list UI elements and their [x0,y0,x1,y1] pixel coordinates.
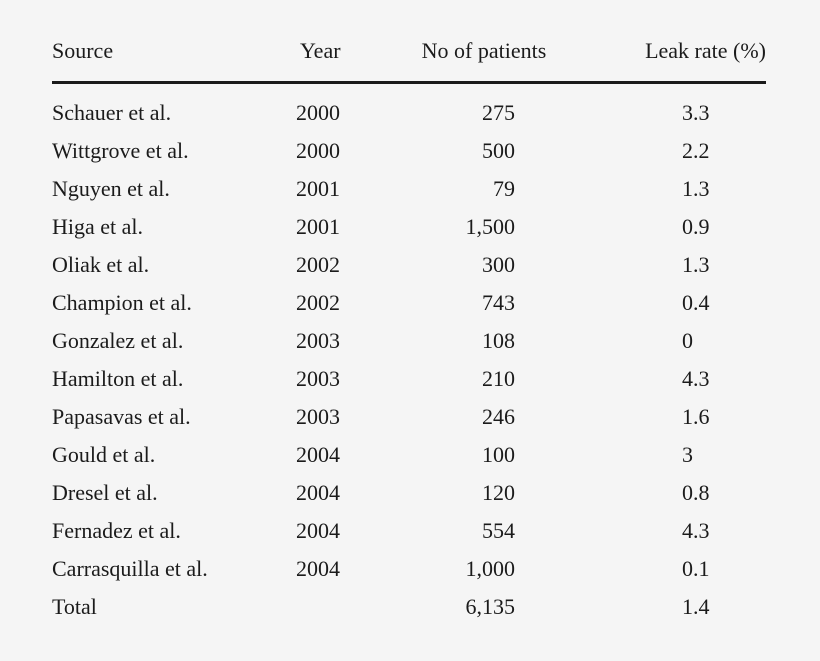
cell-patients: 6,135 [465,594,516,619]
cell-patients: 1,500 [465,214,516,239]
cell-year [296,588,406,626]
cell-leak-rate: 4.3 [682,366,710,391]
column-header-leak-rate: Leak rate (%) [562,37,766,84]
cell-year: 2003 [296,328,340,353]
cell-year: 2001 [296,214,340,239]
table-row: Hamilton et al. 2003 210 4.3 [52,360,766,398]
cell-leak-rate: 4.3 [682,518,710,543]
cell-patients: 210 [482,366,515,391]
table-row: Schauer et al. 2000 275 3.3 [52,83,766,133]
cell-source: Dresel et al. [52,480,158,505]
cell-source: Fernadez et al. [52,518,181,543]
cell-source: Total [52,594,97,619]
cell-leak-rate: 3 [682,442,693,467]
cell-leak-rate: 0 [682,328,693,353]
cell-leak-rate: 2.2 [682,138,710,163]
cell-patients: 120 [482,480,515,505]
cell-source: Wittgrove et al. [52,138,189,163]
cell-patients: 300 [482,252,515,277]
cell-leak-rate: 0.1 [682,556,710,581]
cell-leak-rate: 1.3 [682,176,710,201]
cell-leak-rate: 1.4 [682,594,710,619]
leak-rate-table: Source Year No of patients Leak rate (%)… [52,37,766,626]
cell-year: 2000 [296,100,340,125]
cell-leak-rate: 1.3 [682,252,710,277]
cell-patients: 743 [482,290,515,315]
column-header-source: Source [52,37,296,84]
cell-source: Oliak et al. [52,252,150,277]
cell-source: Higa et al. [52,214,144,239]
cell-patients: 100 [482,442,515,467]
table-row: Gonzalez et al. 2003 108 0 [52,322,766,360]
cell-source: Papasavas et al. [52,404,191,429]
cell-source: Nguyen et al. [52,176,170,201]
table-row: Gould et al. 2004 100 3 [52,436,766,474]
cell-year: 2002 [296,252,340,277]
cell-source: Carrasquilla et al. [52,556,208,581]
column-header-patients: No of patients [406,37,562,84]
cell-year: 2004 [296,518,340,543]
table-row: Champion et al. 2002 743 0.4 [52,284,766,322]
cell-patients: 275 [482,100,515,125]
cell-leak-rate: 3.3 [682,100,710,125]
table-row: Nguyen et al. 2001 79 1.3 [52,170,766,208]
cell-year: 2003 [296,404,340,429]
cell-year: 2004 [296,442,340,467]
column-header-year: Year [296,37,406,84]
table-row: Carrasquilla et al. 2004 1,000 0.1 [52,550,766,588]
cell-source: Champion et al. [52,290,192,315]
total-row: Total 6,135 1.4 [52,588,766,626]
table-row: Wittgrove et al. 2000 500 2.2 [52,132,766,170]
table-row: Higa et al. 2001 1,500 0.9 [52,208,766,246]
cell-patients: 500 [482,138,515,163]
table-row: Fernadez et al. 2004 554 4.3 [52,512,766,550]
cell-source: Gould et al. [52,442,156,467]
table-row: Papasavas et al. 2003 246 1.6 [52,398,766,436]
cell-leak-rate: 1.6 [682,404,710,429]
cell-year: 2004 [296,480,340,505]
cell-patients: 554 [482,518,515,543]
table-row: Oliak et al. 2002 300 1.3 [52,246,766,284]
cell-source: Gonzalez et al. [52,328,184,353]
cell-patients: 79 [493,176,515,201]
cell-leak-rate: 0.9 [682,214,710,239]
cell-patients: 108 [482,328,515,353]
header-row: Source Year No of patients Leak rate (%) [52,37,766,84]
cell-year: 2003 [296,366,340,391]
cell-leak-rate: 0.4 [682,290,710,315]
cell-source: Hamilton et al. [52,366,184,391]
cell-source: Schauer et al. [52,100,172,125]
cell-year: 2002 [296,290,340,315]
cell-year: 2004 [296,556,340,581]
cell-year: 2001 [296,176,340,201]
table-row: Dresel et al. 2004 120 0.8 [52,474,766,512]
cell-year: 2000 [296,138,340,163]
cell-patients: 1,000 [465,556,516,581]
cell-leak-rate: 0.8 [682,480,710,505]
cell-patients: 246 [482,404,515,429]
